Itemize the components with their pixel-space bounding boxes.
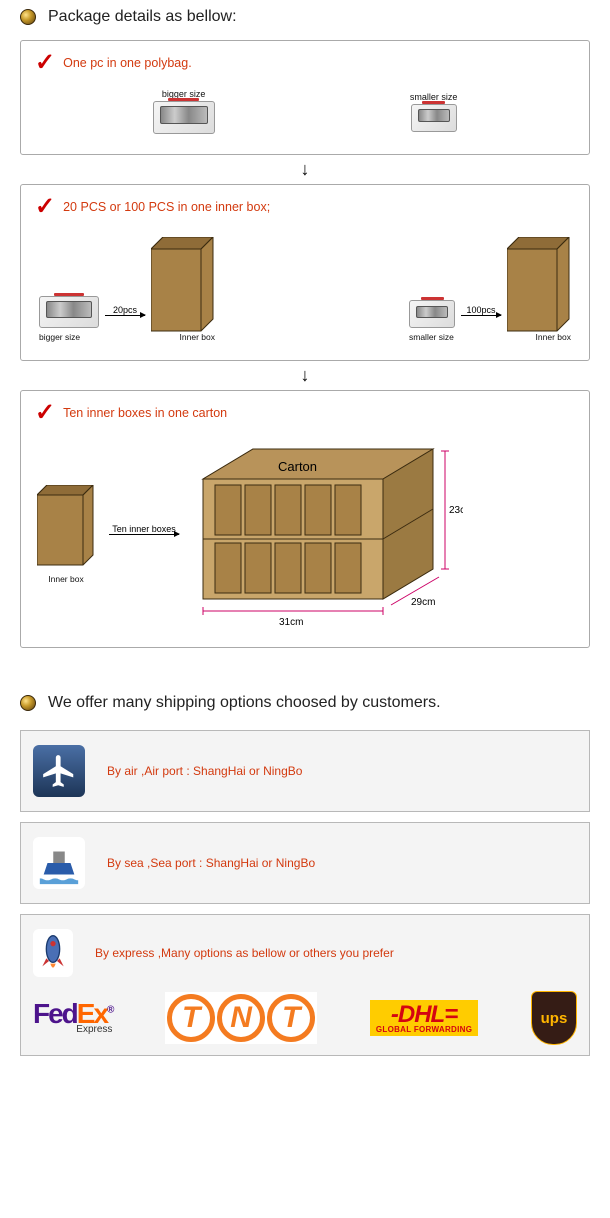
dim-w: 31cm bbox=[279, 617, 303, 628]
arrow-20: 20pcs bbox=[105, 305, 145, 316]
fedex-reg: ® bbox=[107, 1005, 112, 1016]
polybag-big-icon bbox=[153, 101, 215, 134]
dhl-logo: -DHL= GLOBAL FORWARDING bbox=[370, 1000, 478, 1037]
ship-sea: By sea ,Sea port : ShangHai or NingBo bbox=[20, 822, 590, 904]
polybag-row: bigger size smaller size bbox=[35, 89, 575, 140]
down-arrow-icon: ↓ bbox=[0, 159, 610, 180]
innerbox-icon bbox=[507, 237, 571, 337]
bigger-label: bigger size bbox=[39, 332, 99, 342]
inner-right: smaller size 100pcs Inner box bbox=[409, 237, 571, 342]
dim-d: 29cm bbox=[411, 597, 435, 608]
carton-row: Inner box Ten inner boxes bbox=[35, 439, 575, 633]
innerbox-label-c: Inner box bbox=[37, 574, 95, 584]
tnt-n: N bbox=[217, 994, 265, 1042]
fedex-logo: FedEx® Express bbox=[33, 1001, 112, 1035]
package-title: Package details as bellow: bbox=[48, 8, 237, 26]
ship-air-text: By air ,Air port : ShangHai or NingBo bbox=[107, 764, 302, 778]
bullet-icon bbox=[20, 695, 36, 711]
qty-label-b: 100pcs bbox=[466, 305, 495, 315]
ship-express: By express ,Many options as bellow or ot… bbox=[20, 914, 590, 1056]
check-icon: ✓ bbox=[35, 401, 55, 425]
poly-smaller: smaller size bbox=[410, 92, 458, 132]
smaller-label: smaller size bbox=[409, 332, 455, 342]
tnt-logo: T N T bbox=[165, 992, 317, 1044]
tnt-t1: T bbox=[167, 994, 215, 1042]
dim-h: 23cm bbox=[449, 505, 463, 516]
card-innerbox: ✓ 20 PCS or 100 PCS in one inner box; bi… bbox=[20, 184, 590, 361]
card-carton: ✓ Ten inner boxes in one carton Inner bo… bbox=[20, 390, 590, 648]
polybag-icon bbox=[409, 300, 455, 328]
dhl-sub: GLOBAL FORWARDING bbox=[376, 1025, 472, 1034]
bullet-icon bbox=[20, 9, 36, 25]
innerbox-icon bbox=[37, 485, 95, 569]
package-header: Package details as bellow: bbox=[0, 0, 610, 34]
arrow-100: 100pcs bbox=[461, 305, 501, 316]
innerbox-icon bbox=[151, 237, 215, 337]
poly-small: smaller size bbox=[409, 300, 455, 342]
card-head: ✓ One pc in one polybag. bbox=[35, 51, 575, 75]
innerbox-left: Inner box bbox=[151, 237, 215, 342]
express-head: By express ,Many options as bellow or ot… bbox=[33, 929, 577, 977]
dhl-main: -DHL= bbox=[376, 1004, 472, 1026]
qty-label-a: 20pcs bbox=[113, 305, 137, 315]
ups-logo: ups bbox=[531, 991, 577, 1045]
ship-express-text: By express ,Many options as bellow or ot… bbox=[95, 946, 394, 960]
arrow-ten: Ten inner boxes bbox=[109, 524, 179, 535]
carton-label: Carton bbox=[278, 459, 317, 474]
card-polybag: ✓ One pc in one polybag. bigger size sma… bbox=[20, 40, 590, 155]
innerbox-row: bigger size 20pcs Inner box bbox=[35, 237, 575, 346]
carton-title: Ten inner boxes in one carton bbox=[63, 406, 227, 420]
card-head: ✓ 20 PCS or 100 PCS in one inner box; bbox=[35, 195, 575, 219]
innerbox-title: 20 PCS or 100 PCS in one inner box; bbox=[63, 200, 270, 214]
ups-text: ups bbox=[541, 1010, 568, 1027]
check-icon: ✓ bbox=[35, 51, 55, 75]
fedex-fed: Fed bbox=[33, 998, 77, 1029]
inner-left: bigger size 20pcs Inner box bbox=[39, 237, 215, 342]
ten-label: Ten inner boxes bbox=[112, 524, 176, 534]
card-head: ✓ Ten inner boxes in one carton bbox=[35, 401, 575, 425]
polybag-small-icon bbox=[411, 104, 457, 132]
polybag-title: One pc in one polybag. bbox=[63, 56, 192, 70]
ship-air: By air ,Air port : ShangHai or NingBo bbox=[20, 730, 590, 812]
ship-sea-text: By sea ,Sea port : ShangHai or NingBo bbox=[107, 856, 315, 870]
poly-bigger: bigger size bbox=[153, 89, 215, 134]
logo-row: FedEx® Express T N T -DHL= GLOBAL FORWAR… bbox=[33, 991, 577, 1045]
shipping-title: We offer many shipping options choosed b… bbox=[48, 694, 441, 712]
polybag-icon bbox=[39, 296, 99, 328]
check-icon: ✓ bbox=[35, 195, 55, 219]
airplane-icon bbox=[33, 745, 85, 797]
poly-big: bigger size bbox=[39, 296, 99, 342]
carton-diagram: Carton 31cm 29cm 23cm bbox=[193, 439, 463, 629]
single-innerbox: Inner box bbox=[37, 485, 95, 584]
rocket-icon bbox=[33, 929, 73, 977]
innerbox-right: Inner box bbox=[507, 237, 571, 342]
shipping-header: We offer many shipping options choosed b… bbox=[0, 686, 610, 720]
tnt-t2: T bbox=[267, 994, 315, 1042]
down-arrow-icon: ↓ bbox=[0, 365, 610, 386]
ship-icon bbox=[33, 837, 85, 889]
